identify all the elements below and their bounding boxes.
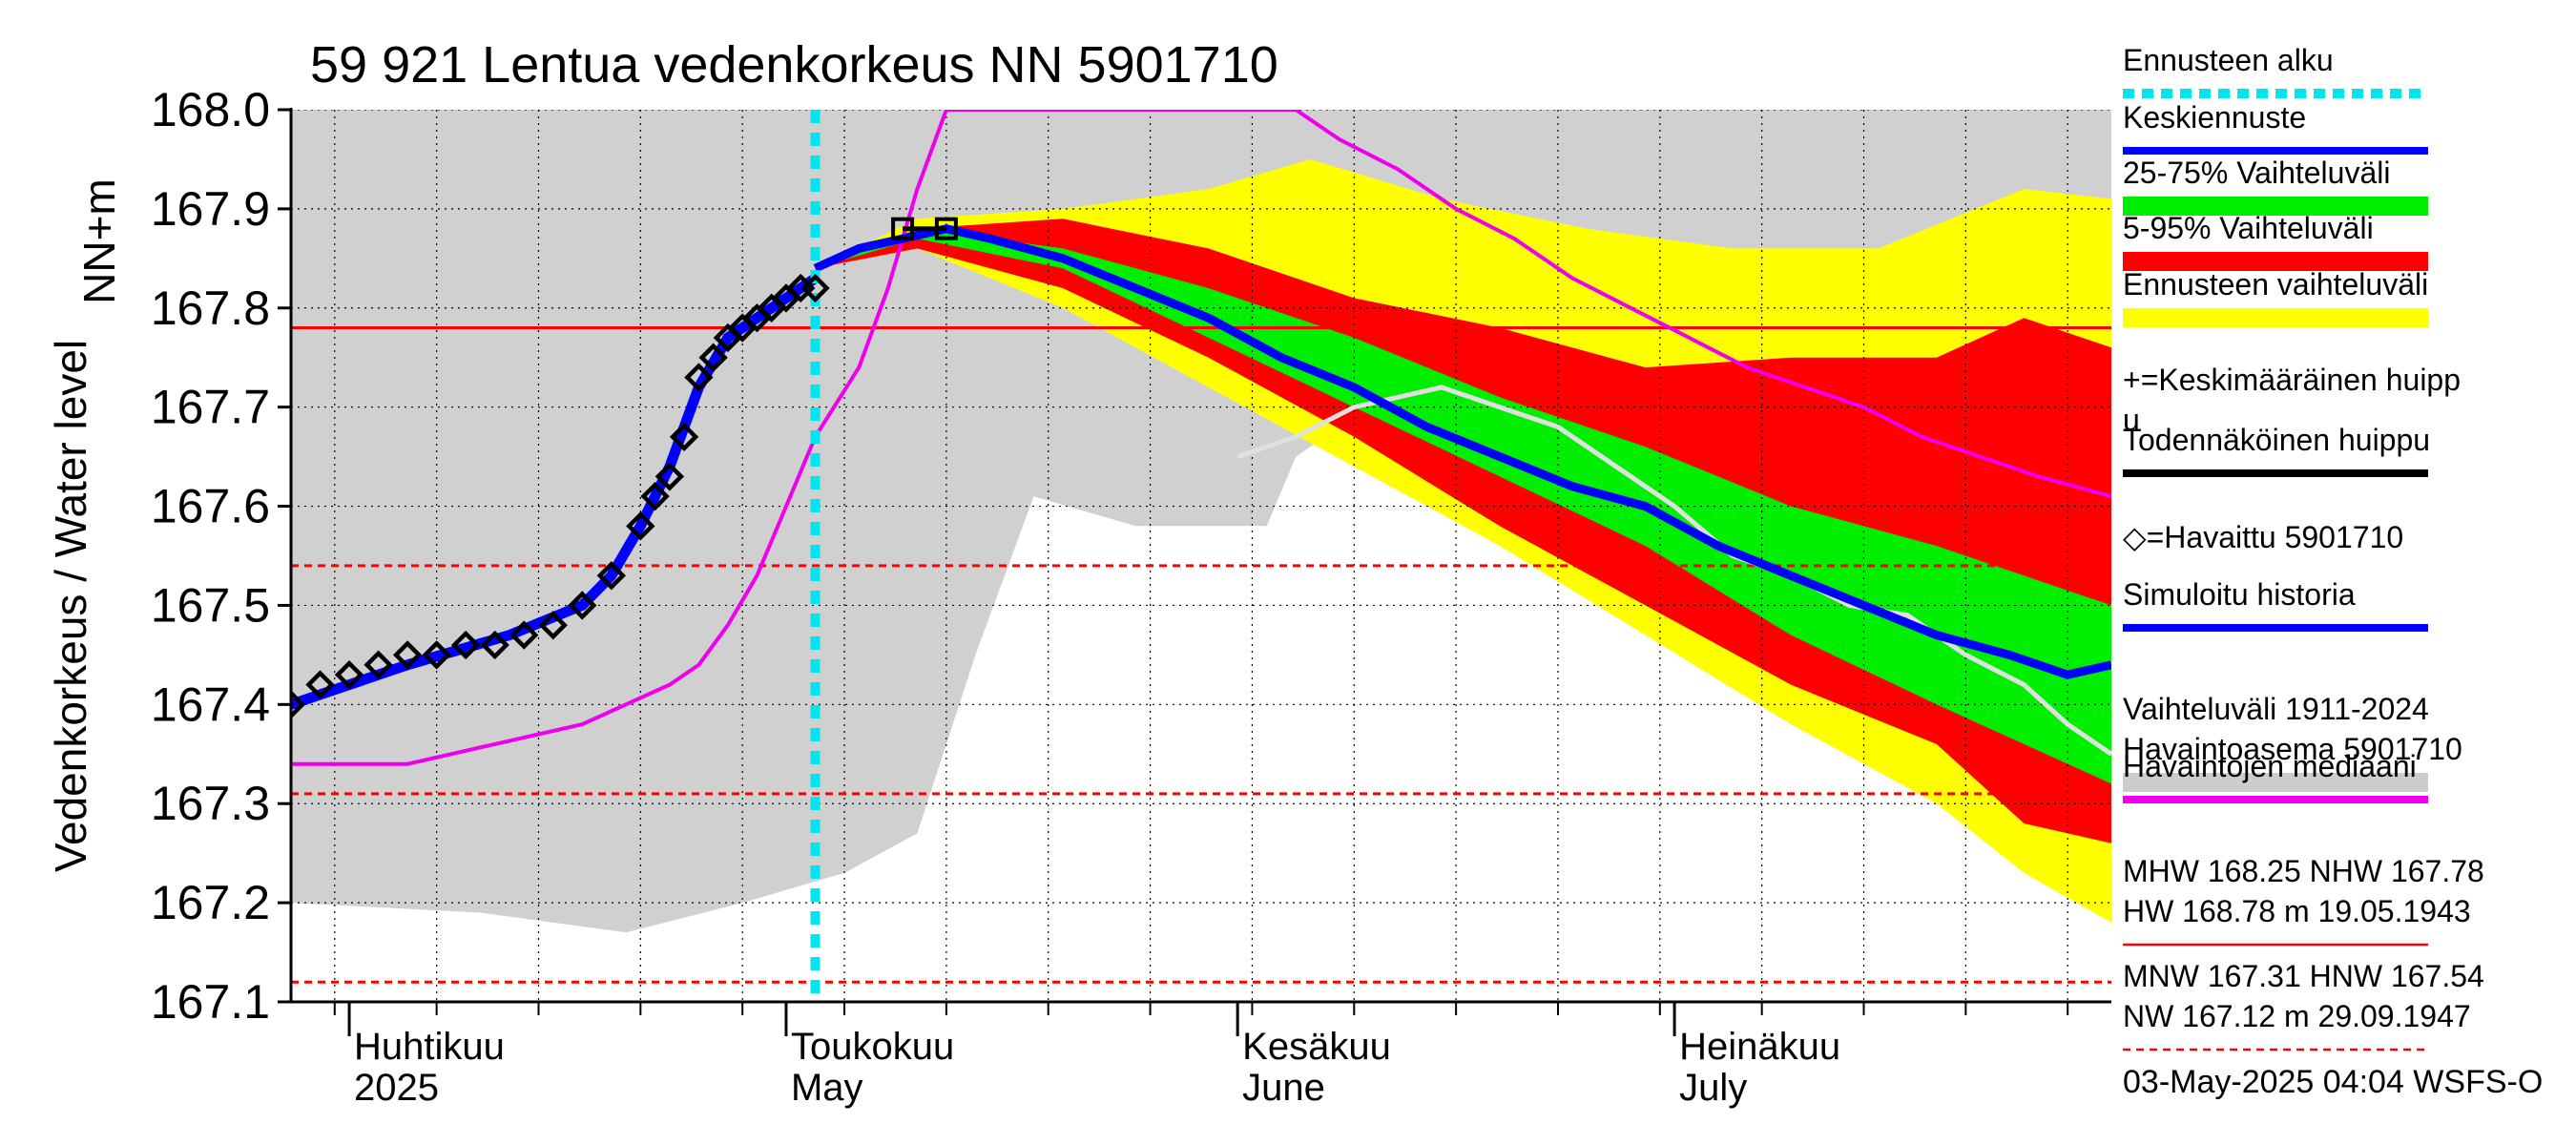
legend-label: Todennäköinen huippu: [2123, 423, 2430, 457]
y-tick-label: 167.1: [151, 975, 270, 1029]
x-month-label: Kesäkuu: [1242, 1026, 1391, 1068]
plot-area: [291, 110, 2111, 1002]
y-tick-label: 167.6: [151, 480, 270, 533]
legend-label: MHW 168.25 NHW 167.78: [2123, 854, 2484, 888]
observed-point: [654, 462, 685, 491]
x-month-label-en: July: [1679, 1067, 1747, 1109]
legend-label: Havaintoasema 5901710: [2123, 732, 2462, 766]
legend-label: MNW 167.31 HNW 167.54: [2123, 959, 2484, 993]
x-month-label-en: May: [791, 1067, 863, 1109]
legend-swatch: [2123, 197, 2428, 216]
observed-point: [291, 690, 306, 719]
legend-label: Simuloitu historia: [2123, 577, 2356, 612]
legend-swatch: [2123, 308, 2428, 327]
x-month-label-en: June: [1242, 1067, 1325, 1109]
chart-title: 59 921 Lentua vedenkorkeus NN 5901710: [310, 36, 1278, 94]
y-tick-label: 167.8: [151, 281, 270, 335]
probable-peak-marker: [891, 217, 915, 240]
y-tick-label: 167.7: [151, 381, 270, 434]
observed-point: [596, 561, 626, 591]
median-observations-line: [291, 110, 2111, 766]
legend-label: Vaihteluväli 1911-2024: [2123, 692, 2429, 726]
legend-label: Ennusteen vaihteluväli: [2123, 267, 2428, 302]
legend-label: +=Keskimääräinen huipp: [2123, 363, 2461, 397]
band-5-95: [815, 219, 2111, 843]
y-tick-label: 167.5: [151, 578, 270, 632]
observed-point: [669, 422, 699, 452]
observed-point: [392, 640, 423, 670]
observed-point: [509, 620, 539, 650]
legend-label: Havaintojen mediaani: [2123, 749, 2417, 783]
y-tick-label: 167.9: [151, 182, 270, 236]
footer-timestamp: 03-May-2025 04:04 WSFS-O: [2123, 1064, 2543, 1100]
observed-point: [800, 273, 830, 303]
y-tick-label: 167.3: [151, 777, 270, 830]
observed-point: [480, 630, 509, 660]
x-month-label: Huhtikuu: [354, 1026, 505, 1068]
legend-swatch: [2123, 773, 2428, 792]
y-tick-label: 167.2: [151, 876, 270, 929]
probable-peak-marker: [934, 217, 958, 240]
observed-point: [568, 591, 597, 620]
observed-point: [334, 659, 364, 690]
observed-point: [364, 650, 393, 679]
observed-point: [538, 611, 568, 640]
y-tick-label: 168.0: [151, 83, 270, 136]
observed-point: [698, 343, 728, 372]
grid-lines: [291, 110, 2111, 1002]
legend-label: 5-95% Vaihteluväli: [2123, 211, 2374, 245]
observed-point: [305, 670, 335, 699]
y-axis-label: Vedenkorkeus / Water level: [46, 340, 95, 872]
observed-point: [450, 630, 481, 660]
observed-point: [626, 511, 655, 541]
legend-label: Keskiennuste: [2123, 100, 2306, 135]
mean-forecast-line: [813, 224, 2111, 679]
observed-point: [422, 640, 451, 670]
legend-label: 25-75% Vaihteluväli: [2123, 156, 2390, 190]
observed-point: [640, 481, 670, 511]
x-month-label: Heinäkuu: [1679, 1026, 1840, 1068]
observed-point: [684, 363, 714, 392]
legend-label: ◇=Havaittu 5901710: [2123, 520, 2403, 554]
x-month-label: Toukokuu: [791, 1026, 954, 1068]
legend-swatch: [2123, 252, 2428, 271]
x-month-label-en: 2025: [354, 1067, 439, 1109]
legend-label: u: [2123, 403, 2140, 437]
legend-label: Ennusteen alku: [2123, 43, 2334, 77]
y-axis-unit: NN+m: [74, 178, 124, 304]
y-tick-label: 167.4: [151, 677, 270, 731]
legend-label: HW 168.78 m 19.05.1943: [2123, 894, 2471, 928]
legend-label: NW 167.12 m 29.09.1947: [2123, 999, 2471, 1033]
band-forecast-range: [815, 158, 2111, 923]
